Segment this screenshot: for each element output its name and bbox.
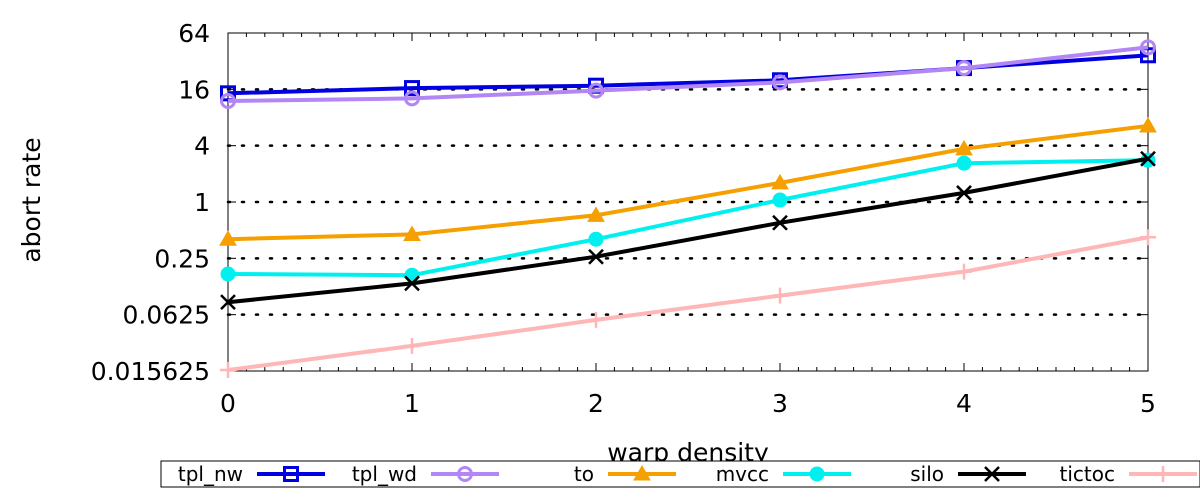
series-to xyxy=(219,116,1157,246)
data-point-tpl_wd xyxy=(956,60,972,77)
series-tictoc xyxy=(220,229,1156,379)
data-point-silo xyxy=(588,248,604,265)
series-line-to xyxy=(227,123,1149,242)
data-point-mvcc xyxy=(956,155,972,171)
legend-label: tpl_nw xyxy=(178,462,243,486)
y-tick-label: 0.0625 xyxy=(123,301,210,330)
series-tpl_nw xyxy=(220,47,1156,102)
data-point-tictoc xyxy=(956,263,972,280)
legend-label: silo xyxy=(910,462,944,486)
x-tick-label: 0 xyxy=(220,389,236,418)
x-tick-label: 3 xyxy=(772,389,788,418)
data-point-to xyxy=(955,139,973,156)
legend-marker xyxy=(283,466,299,482)
data-point-tpl_wd xyxy=(588,82,604,99)
series-line-silo xyxy=(227,156,1149,305)
legend-item-silo: silo xyxy=(910,462,1026,486)
legend-marker xyxy=(1155,466,1171,482)
data-point-silo xyxy=(772,214,788,231)
data-point-silo xyxy=(956,185,972,201)
series-line-tpl_wd xyxy=(227,45,1149,103)
series-lines xyxy=(219,39,1157,379)
y-tick-label: 64 xyxy=(178,19,210,48)
data-point-tpl_wd xyxy=(404,90,420,107)
series-line-mvcc xyxy=(227,158,1149,278)
data-point-tictoc xyxy=(404,337,420,354)
x-tick-label: 4 xyxy=(956,389,972,418)
data-point-tpl_wd xyxy=(220,93,236,110)
data-point-to xyxy=(771,173,789,190)
grid xyxy=(226,88,1150,316)
data-point-tictoc xyxy=(220,362,236,379)
data-point-to xyxy=(219,230,237,246)
y-tick-label: 1 xyxy=(194,188,210,217)
y-tick-label: 0.015625 xyxy=(91,357,210,386)
legend-label: tictoc xyxy=(1060,462,1115,486)
legend-marker xyxy=(809,466,825,482)
legend-marker xyxy=(984,466,1000,482)
x-tick-label: 2 xyxy=(588,389,604,418)
y-tick-label: 0.25 xyxy=(154,244,210,273)
y-tick-label: 4 xyxy=(194,132,210,161)
data-point-to xyxy=(587,206,605,222)
data-point-mvcc xyxy=(220,266,236,282)
legend-marker xyxy=(633,464,651,481)
data-point-tictoc xyxy=(772,287,788,304)
y-axis-title: abort rate xyxy=(17,137,46,262)
x-tick-label: 5 xyxy=(1140,389,1156,418)
data-point-silo xyxy=(220,294,236,311)
y-tick-label: 16 xyxy=(178,75,210,104)
legend-label: tpl_wd xyxy=(352,462,417,486)
legend-item-to: to xyxy=(574,462,676,486)
data-point-tictoc xyxy=(588,311,604,328)
data-point-tpl_wd xyxy=(1140,39,1156,56)
data-point-to xyxy=(1139,116,1157,133)
legend-box xyxy=(160,460,1200,488)
axes xyxy=(227,32,1149,372)
data-point-tictoc xyxy=(1140,229,1156,246)
data-point-silo xyxy=(404,275,420,292)
data-point-silo xyxy=(1140,150,1156,167)
legend-marker xyxy=(457,466,473,482)
data-point-mvcc xyxy=(588,231,604,247)
legend-item-mvcc: mvcc xyxy=(716,462,851,486)
data-point-tpl_nw xyxy=(404,80,420,97)
data-point-mvcc xyxy=(772,192,788,208)
legend: tpl_nw tpl_wd to mvcc silo tictoc xyxy=(160,460,1200,488)
legend-label: mvcc xyxy=(716,462,769,486)
x-tick-label: 1 xyxy=(404,389,420,418)
series-silo xyxy=(220,150,1156,311)
legend-label: to xyxy=(574,462,594,486)
tick-labels: 0.015625 0.0625 0.25 1 4 16 64 0 1 2 3 4 5 xyxy=(91,19,1156,418)
legend-item-tpl_nw: tpl_nw xyxy=(178,462,325,486)
series-line-tictoc xyxy=(227,235,1149,372)
series-tpl_wd xyxy=(220,39,1156,110)
legend-item-tictoc: tictoc xyxy=(1060,462,1197,486)
data-point-to xyxy=(403,225,421,241)
legend-item-tpl_wd: tpl_wd xyxy=(352,462,499,486)
data-point-tpl_wd xyxy=(772,74,788,91)
